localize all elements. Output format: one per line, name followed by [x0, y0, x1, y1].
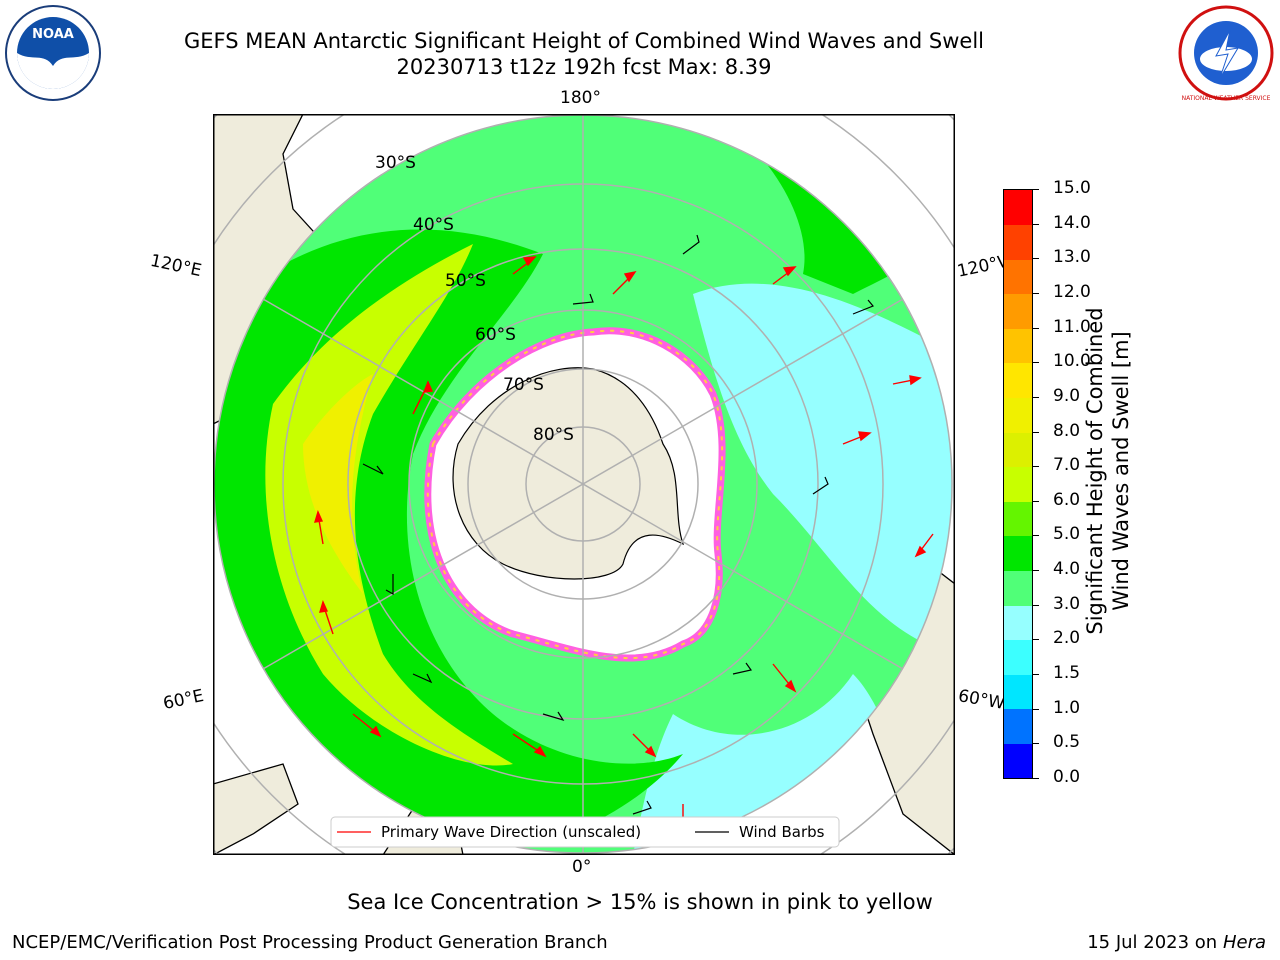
colorbar: [1003, 189, 1033, 779]
colorbar-tick-label: 7.0: [1053, 455, 1081, 476]
colorbar-segment: [1004, 466, 1032, 502]
colorbar-tick-label: 15.0: [1053, 178, 1091, 198]
colorbar-tick-mark: [1033, 639, 1039, 641]
colorbar-label: Significant Height of Combined Wind Wave…: [1082, 171, 1134, 771]
colorbar-label-line2: Wind Waves and Swell [m]: [1109, 331, 1133, 611]
colorbar-segment: [1004, 570, 1032, 606]
colorbar-tick-mark: [1033, 327, 1039, 329]
wave-direction-arrows: [314, 256, 934, 839]
lat-label-80s: 80°S: [533, 425, 574, 445]
colorbar-tick-label: 1.5: [1053, 663, 1081, 684]
lon-label-180: 180°: [560, 88, 601, 108]
lat-label-40s: 40°S: [413, 215, 454, 235]
colorbar-tick-label: 6.0: [1053, 489, 1081, 510]
chart-subtitle: 20230713 t12z 192h fcst Max: 8.39: [396, 55, 772, 79]
colorbar-tick-label: 13.0: [1053, 247, 1091, 268]
colorbar-tick-mark: [1033, 466, 1039, 468]
colorbar-tick-mark: [1033, 258, 1039, 260]
colorbar-segment: [1004, 362, 1032, 399]
land-africa: [213, 763, 299, 855]
colorbar-segment: [1004, 293, 1032, 329]
colorbar-tick-label: 8.0: [1053, 420, 1081, 441]
colorbar-tick-mark: [1033, 362, 1039, 364]
lon-label-120e: 120°E: [148, 250, 204, 282]
legend-wave-direction: Primary Wave Direction (unscaled): [381, 823, 641, 841]
wind-barbs: [362, 234, 874, 815]
map-legend: [330, 816, 840, 848]
colorbar-segment: [1004, 674, 1032, 710]
footer-date: 15 Jul 2023 on Hera: [1087, 932, 1266, 953]
colorbar-tick-mark: [1033, 535, 1039, 537]
colorbar-tick-label: 11.0: [1053, 316, 1091, 337]
sea-ice-caption: Sea Ice Concentration > 15% is shown in …: [347, 890, 933, 914]
colorbar-tick-mark: [1033, 396, 1039, 398]
footer-host: Hera: [1222, 932, 1266, 953]
colorbar-tick-label: 14.0: [1053, 212, 1091, 233]
colorbar-tick-label: 3.0: [1053, 593, 1081, 614]
lon-label-0: 0°: [572, 857, 592, 877]
colorbar-segment: [1004, 432, 1032, 468]
colorbar-tick-label: 12.0: [1053, 281, 1091, 302]
colorbar-tick-label: 9.0: [1053, 385, 1081, 406]
colorbar-segment: [1004, 743, 1032, 779]
lat-label-30s: 30°S: [375, 153, 416, 173]
colorbar-tick-mark: [1033, 778, 1039, 779]
nws-logo-text: NATIONAL WEATHER SERVICE: [1182, 95, 1271, 102]
colorbar-segment: [1004, 535, 1032, 571]
colorbar-tick-mark: [1033, 743, 1039, 745]
footer-branch: NCEP/EMC/Verification Post Processing Pr…: [12, 932, 608, 953]
colorbar-tick-mark: [1033, 189, 1039, 190]
colorbar-segment: [1004, 639, 1032, 675]
colorbar-tick-mark: [1033, 604, 1039, 606]
colorbar-tick-mark: [1033, 223, 1039, 225]
colorbar-tick-label: 5.0: [1053, 524, 1081, 545]
legend-wind-barbs: Wind Barbs: [739, 823, 825, 841]
nws-logo: NATIONAL WEATHER SERVICE: [1178, 5, 1274, 102]
colorbar-segment: [1004, 259, 1032, 295]
colorbar-segment: [1004, 708, 1032, 744]
colorbar-segment: [1004, 224, 1032, 260]
lon-label-60e: 60°E: [161, 685, 206, 715]
colorbar-segment: [1004, 328, 1032, 364]
footer-date-text: 15 Jul 2023 on: [1087, 932, 1218, 953]
colorbar-tick-label: 0.0: [1053, 767, 1081, 787]
noaa-logo: NOAA: [5, 5, 101, 101]
colorbar-tick-mark: [1033, 570, 1039, 572]
colorbar-label-line1: Significant Height of Combined: [1083, 307, 1107, 635]
colorbar-tick-label: 1.0: [1053, 697, 1081, 718]
noaa-logo-text: NOAA: [32, 27, 74, 42]
lat-label-60s: 60°S: [475, 325, 516, 345]
chart-title: GEFS MEAN Antarctic Significant Height o…: [183, 29, 985, 53]
lat-label-70s: 70°S: [503, 375, 544, 395]
colorbar-tick-mark: [1033, 431, 1039, 433]
colorbar-tick-mark: [1033, 500, 1039, 502]
colorbar-tick-label: 2.0: [1053, 628, 1081, 649]
colorbar-tick-label: 0.5: [1053, 732, 1081, 753]
lon-label-60w: 60°W: [956, 686, 1007, 714]
colorbar-tick-mark: [1033, 674, 1039, 676]
lat-label-50s: 50°S: [445, 271, 486, 291]
colorbar-segment: [1004, 190, 1032, 226]
colorbar-segment: [1004, 397, 1032, 433]
colorbar-segment: [1004, 605, 1032, 641]
colorbar-tick-label: 4.0: [1053, 559, 1081, 580]
colorbar-tick-label: 10.0: [1053, 351, 1091, 372]
colorbar-tick-mark: [1033, 292, 1039, 294]
colorbar-tick-mark: [1033, 708, 1039, 710]
polar-map: 30°S 40°S 50°S 60°S 70°S 80°S Primary Wa…: [213, 114, 955, 855]
colorbar-segment: [1004, 501, 1032, 537]
